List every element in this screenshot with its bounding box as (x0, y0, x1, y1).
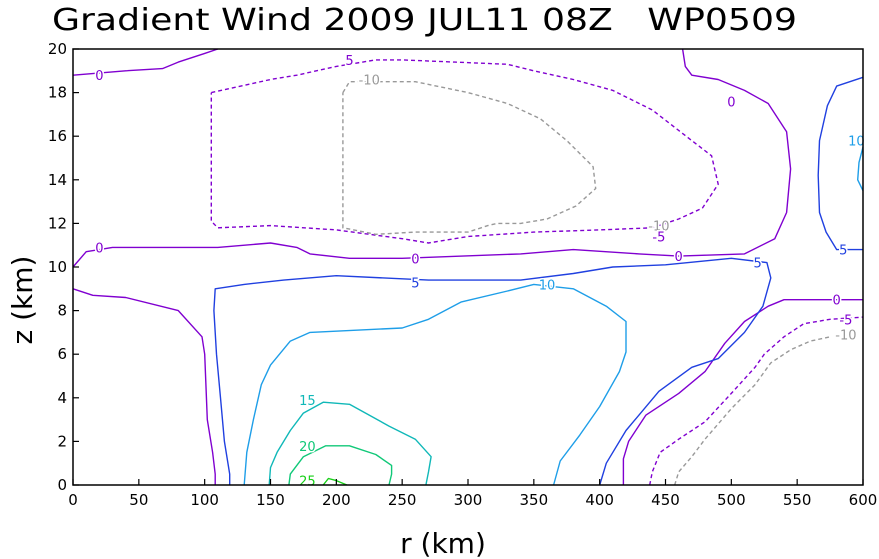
contour-label: 20 (299, 440, 316, 455)
contour-line-10-4-0 (243, 283, 627, 486)
x-tick-label: 150 (256, 491, 285, 509)
contour-line-5-1-0 (210, 59, 719, 244)
contour-label: 0 (95, 69, 103, 84)
plot-frame (72, 48, 864, 486)
contour-label: -5 (652, 230, 665, 245)
y-tick-label: 16 (48, 127, 67, 145)
contour-line-0-0-1 (72, 48, 792, 268)
contour-label: 0 (727, 95, 735, 110)
contour-label: 25 (299, 475, 316, 490)
contour-label: 5 (345, 54, 353, 69)
y-tick-label: 20 (48, 40, 67, 58)
y-tick-label: 0 (57, 476, 67, 494)
x-tick-label: 250 (388, 491, 417, 509)
y-tick-label: 14 (48, 171, 67, 189)
contour-label: 0 (675, 250, 683, 265)
y-tick-label: 18 (48, 84, 67, 102)
contour-label: -10 (648, 220, 669, 235)
x-tick-label: 350 (520, 491, 549, 509)
contour-label: 0 (95, 241, 103, 256)
contour-line-10-2-1 (674, 336, 831, 486)
x-tick-label: 200 (322, 491, 351, 509)
contour-label: 15 (299, 394, 316, 409)
x-tick-label: 50 (129, 491, 148, 509)
contour-label: -10 (835, 329, 856, 344)
x-tick-label: 500 (717, 491, 746, 509)
contour-label: 10 (539, 278, 556, 293)
x-tick-label: 550 (783, 491, 812, 509)
contour-label: 5 (754, 257, 762, 272)
y-tick-label: 4 (57, 389, 67, 407)
y-tick-label: 10 (48, 258, 67, 276)
contour-label: 5 (411, 276, 419, 291)
x-tick-label: 300 (454, 491, 483, 509)
contour-line-5-3-1 (817, 76, 864, 251)
x-axis-label: r (km) (400, 527, 486, 559)
contour-line-5-3-0 (213, 257, 772, 486)
contour-line-15-5-0 (268, 401, 432, 486)
y-axis: 0 2 4 6 8 10 12 14 16 18 20 (48, 40, 79, 494)
x-tick-label: 100 (190, 491, 219, 509)
y-tick-label: 2 (57, 432, 67, 450)
contour-label: -5 (839, 313, 852, 328)
chart-title: Gradient Wind 2009 JUL11 08Z WP0509 (52, 3, 797, 38)
contour-line-0-0-3 (622, 299, 863, 485)
contour-line-10-4-1 (857, 146, 864, 192)
x-tick-label: 400 (585, 491, 614, 509)
contour-line-0-0-0 (72, 48, 219, 76)
x-tick-label: 450 (651, 491, 680, 509)
y-tick-label: 6 (57, 345, 67, 363)
contour-label: 0 (833, 294, 841, 309)
contour-line-25-7-0 (322, 477, 348, 486)
y-tick-label: 12 (48, 214, 67, 232)
contour-lines (72, 48, 864, 486)
y-axis-label: z (km) (6, 256, 39, 345)
x-axis: 0 50 100 150 200 250 300 350 400 450 500 550 600 (68, 479, 877, 509)
y-tick-label: 8 (57, 302, 67, 320)
contour-label: 10 (848, 135, 865, 150)
contour-line-10-2-0 (342, 80, 597, 236)
contour-label: -10 (359, 74, 380, 89)
contour-line-0-0-2 (72, 288, 216, 485)
contour-line-5-1-1 (649, 316, 864, 486)
contour-line-20-6-0 (288, 445, 393, 486)
x-tick-label: 600 (849, 491, 878, 509)
x-tick-label: 0 (68, 491, 78, 509)
contour-label: 0 (411, 252, 419, 267)
contour-label: 5 (839, 244, 847, 259)
